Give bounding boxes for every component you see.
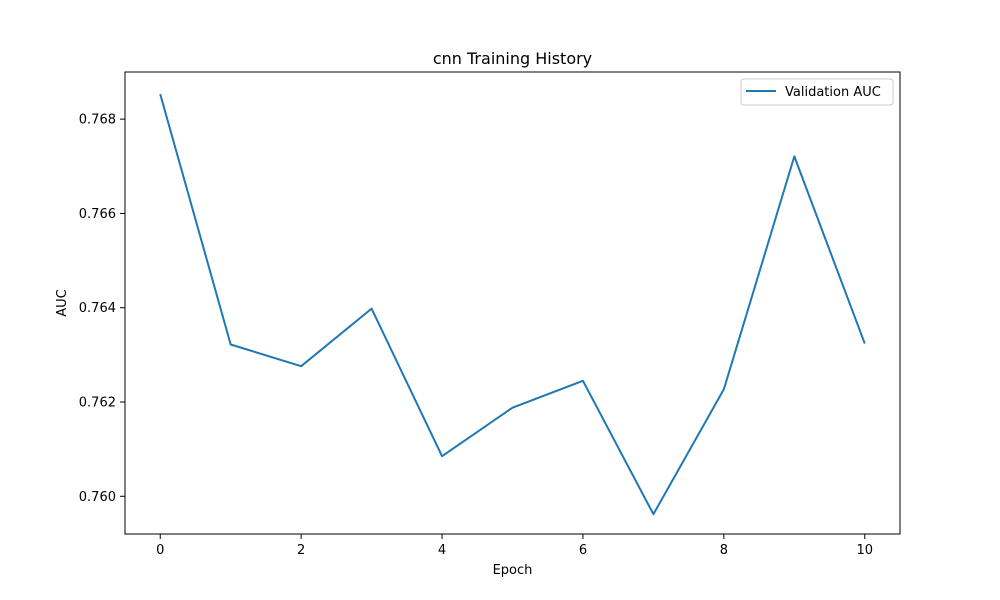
data-point <box>792 154 796 158</box>
plot-area-frame <box>124 71 901 535</box>
data-point <box>229 342 233 346</box>
y-axis-label: AUC <box>55 289 70 317</box>
y-tick-label: 0.764 <box>79 301 116 316</box>
x-tick-label: 6 <box>579 543 587 558</box>
x-tick-label: 0 <box>156 543 164 558</box>
y-tick-label: 0.762 <box>79 396 116 411</box>
x-tick-label: 10 <box>856 543 873 558</box>
x-axis-label: Epoch <box>493 563 533 578</box>
y-tick-label: 0.760 <box>79 490 116 505</box>
x-tick-label: 4 <box>438 543 446 558</box>
y-axis: 0.760 0.762 0.764 0.766 0.768 <box>79 113 125 505</box>
data-point <box>440 454 444 458</box>
y-tick-label: 0.768 <box>79 113 116 128</box>
x-tick-label: 2 <box>297 543 305 558</box>
data-point <box>158 92 162 96</box>
series-line-0 <box>159 93 866 516</box>
data-point <box>651 512 655 516</box>
data-point <box>722 387 726 391</box>
legend: Validation AUC <box>740 78 894 106</box>
data-point <box>581 379 585 383</box>
legend-label-validation-auc: Validation AUC <box>785 85 881 100</box>
data-point <box>863 342 867 346</box>
x-axis: 0 2 4 6 8 10 <box>156 534 873 558</box>
data-point <box>370 307 374 311</box>
series-layer <box>158 92 867 516</box>
data-point <box>511 406 515 410</box>
y-tick-label: 0.766 <box>79 207 116 222</box>
chart-title: cnn Training History <box>433 49 592 68</box>
x-tick-label: 8 <box>720 543 728 558</box>
legend-box <box>740 78 894 106</box>
data-point <box>299 364 303 368</box>
